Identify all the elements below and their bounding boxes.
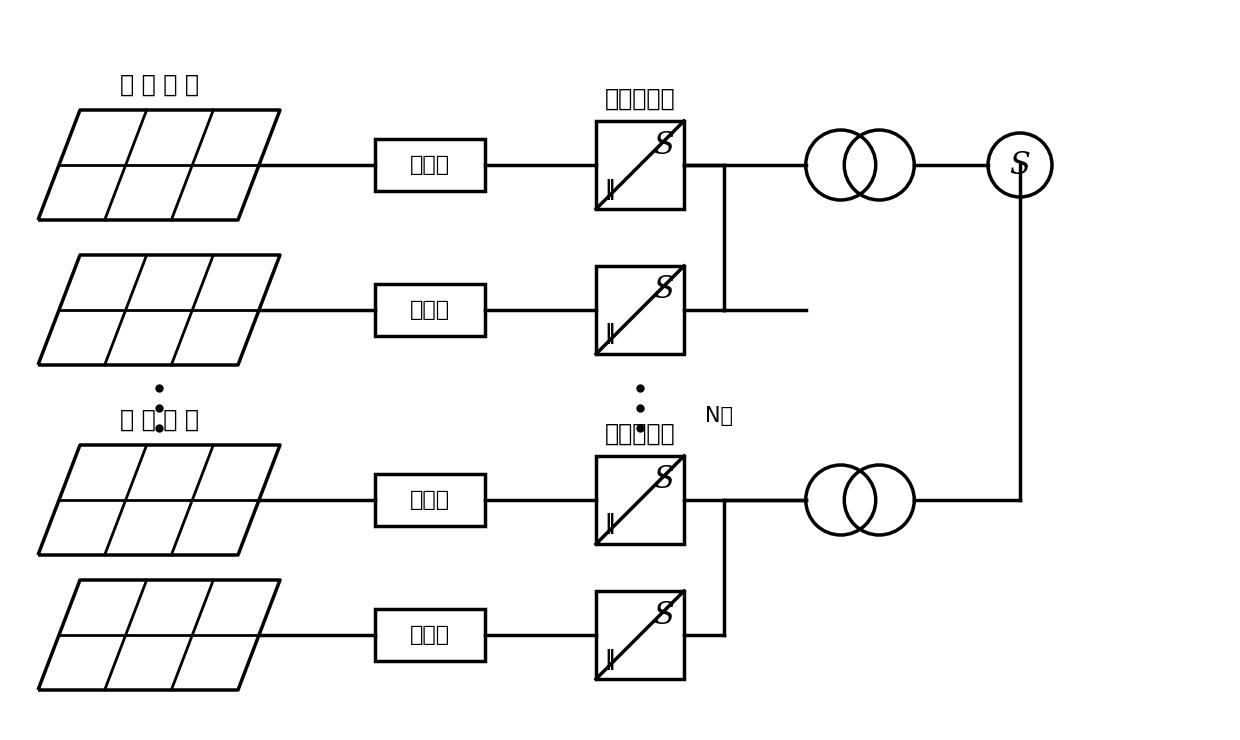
Text: ‖: ‖ — [605, 648, 615, 670]
Bar — [596, 121, 684, 209]
Text: 光伏逆变器: 光伏逆变器 — [605, 422, 676, 446]
Text: 光 伏 阵 列: 光 伏 阵 列 — [119, 73, 198, 97]
Bar — [374, 284, 485, 336]
Text: 汇流筱: 汇流筱 — [410, 155, 450, 175]
Text: S: S — [653, 275, 675, 306]
Text: N个: N个 — [706, 406, 733, 426]
Text: S: S — [653, 465, 675, 496]
Text: ‖: ‖ — [605, 514, 615, 534]
Text: 汇流筱: 汇流筱 — [410, 490, 450, 510]
Text: 光 伏 阵 列: 光 伏 阵 列 — [119, 408, 198, 432]
Bar — [596, 456, 684, 544]
Text: S: S — [653, 130, 675, 161]
Bar — [374, 609, 485, 661]
Bar — [596, 591, 684, 679]
Text: S: S — [653, 599, 675, 630]
Bar — [374, 139, 485, 191]
Text: 汇流筱: 汇流筱 — [410, 625, 450, 645]
Bar — [596, 266, 684, 354]
Text: 光伏逆变器: 光伏逆变器 — [605, 87, 676, 111]
Text: ‖: ‖ — [605, 178, 615, 200]
Bar — [374, 474, 485, 526]
Text: S: S — [1009, 149, 1030, 181]
Text: ‖: ‖ — [605, 323, 615, 345]
Text: 汇流筱: 汇流筱 — [410, 300, 450, 320]
